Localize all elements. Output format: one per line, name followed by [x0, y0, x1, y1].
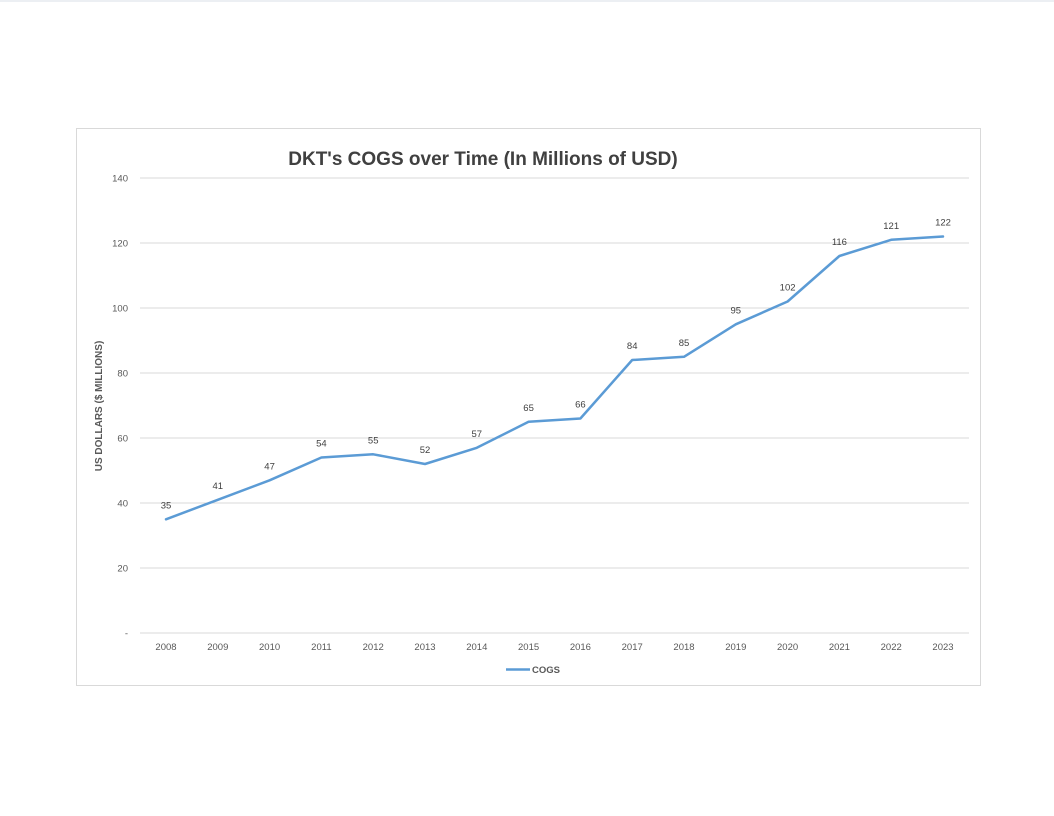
- data-label-2014: 57: [472, 429, 483, 440]
- data-label-2019: 95: [731, 305, 742, 316]
- x-tick-2012: 2012: [363, 642, 384, 653]
- x-tick-2018: 2018: [673, 642, 694, 653]
- x-tick-2008: 2008: [155, 642, 176, 653]
- y-tick-80: 80: [117, 369, 128, 380]
- y-tick-20: 20: [117, 564, 128, 575]
- chart-title: DKT's COGS over Time (In Millions of USD…: [288, 149, 677, 170]
- y-tick-140: 140: [112, 174, 128, 185]
- y-tick-60: 60: [117, 434, 128, 445]
- x-tick-2023: 2023: [932, 642, 953, 653]
- data-label-2012: 55: [368, 435, 379, 446]
- x-tick-labels: 2008 2009 2010 2011 2012 2013 2014 2015 2016 2017…: [155, 642, 953, 653]
- x-tick-2011: 2011: [311, 642, 331, 653]
- y-tick-100: 100: [112, 304, 128, 315]
- y-tick-120: 120: [112, 239, 128, 250]
- y-axis-title: US DOLLARS ($ MILLIONS): [94, 341, 105, 472]
- x-tick-2021: 2021: [829, 642, 850, 653]
- x-tick-2010: 2010: [259, 642, 280, 653]
- x-tick-2009: 2009: [207, 642, 228, 653]
- series-layer: [164, 235, 945, 521]
- x-tick-2019: 2019: [725, 642, 746, 653]
- x-tick-2017: 2017: [622, 642, 643, 653]
- data-label-2009: 41: [213, 481, 224, 492]
- data-label-2008: 35: [161, 500, 172, 511]
- x-tick-2015: 2015: [518, 642, 539, 653]
- chart-frame: [76, 128, 981, 686]
- y-tick-40: 40: [117, 499, 128, 510]
- data-label-2015: 65: [523, 403, 534, 414]
- legend: COGS: [506, 665, 560, 676]
- data-label-2010: 47: [264, 461, 275, 472]
- top-border: [0, 0, 1054, 2]
- x-tick-2013: 2013: [414, 642, 435, 653]
- data-label-2020: 102: [780, 283, 796, 294]
- data-label-2016: 66: [575, 400, 586, 411]
- x-tick-2016: 2016: [570, 642, 591, 653]
- x-tick-2020: 2020: [777, 642, 798, 653]
- y-tick-labels: - 20 40 60 80 100 120 140: [112, 174, 128, 640]
- data-labels: 35 41 47 54 55 52 57 65 66 84 85 95 102 116 121 122: [161, 218, 951, 512]
- gridlines: [140, 177, 969, 634]
- data-label-2023: 122: [935, 218, 951, 229]
- series-line-cogs: [164, 235, 945, 521]
- x-tick-2014: 2014: [466, 642, 487, 653]
- data-label-2021: 116: [832, 237, 847, 248]
- data-label-2013: 52: [420, 445, 431, 456]
- y-tick-0: -: [125, 629, 128, 640]
- data-label-2018: 85: [679, 338, 690, 349]
- data-label-2022: 121: [883, 221, 899, 232]
- data-label-2017: 84: [627, 341, 638, 352]
- data-label-2011: 54: [316, 439, 327, 450]
- legend-label-cogs: COGS: [532, 665, 560, 676]
- x-tick-2022: 2022: [881, 642, 902, 653]
